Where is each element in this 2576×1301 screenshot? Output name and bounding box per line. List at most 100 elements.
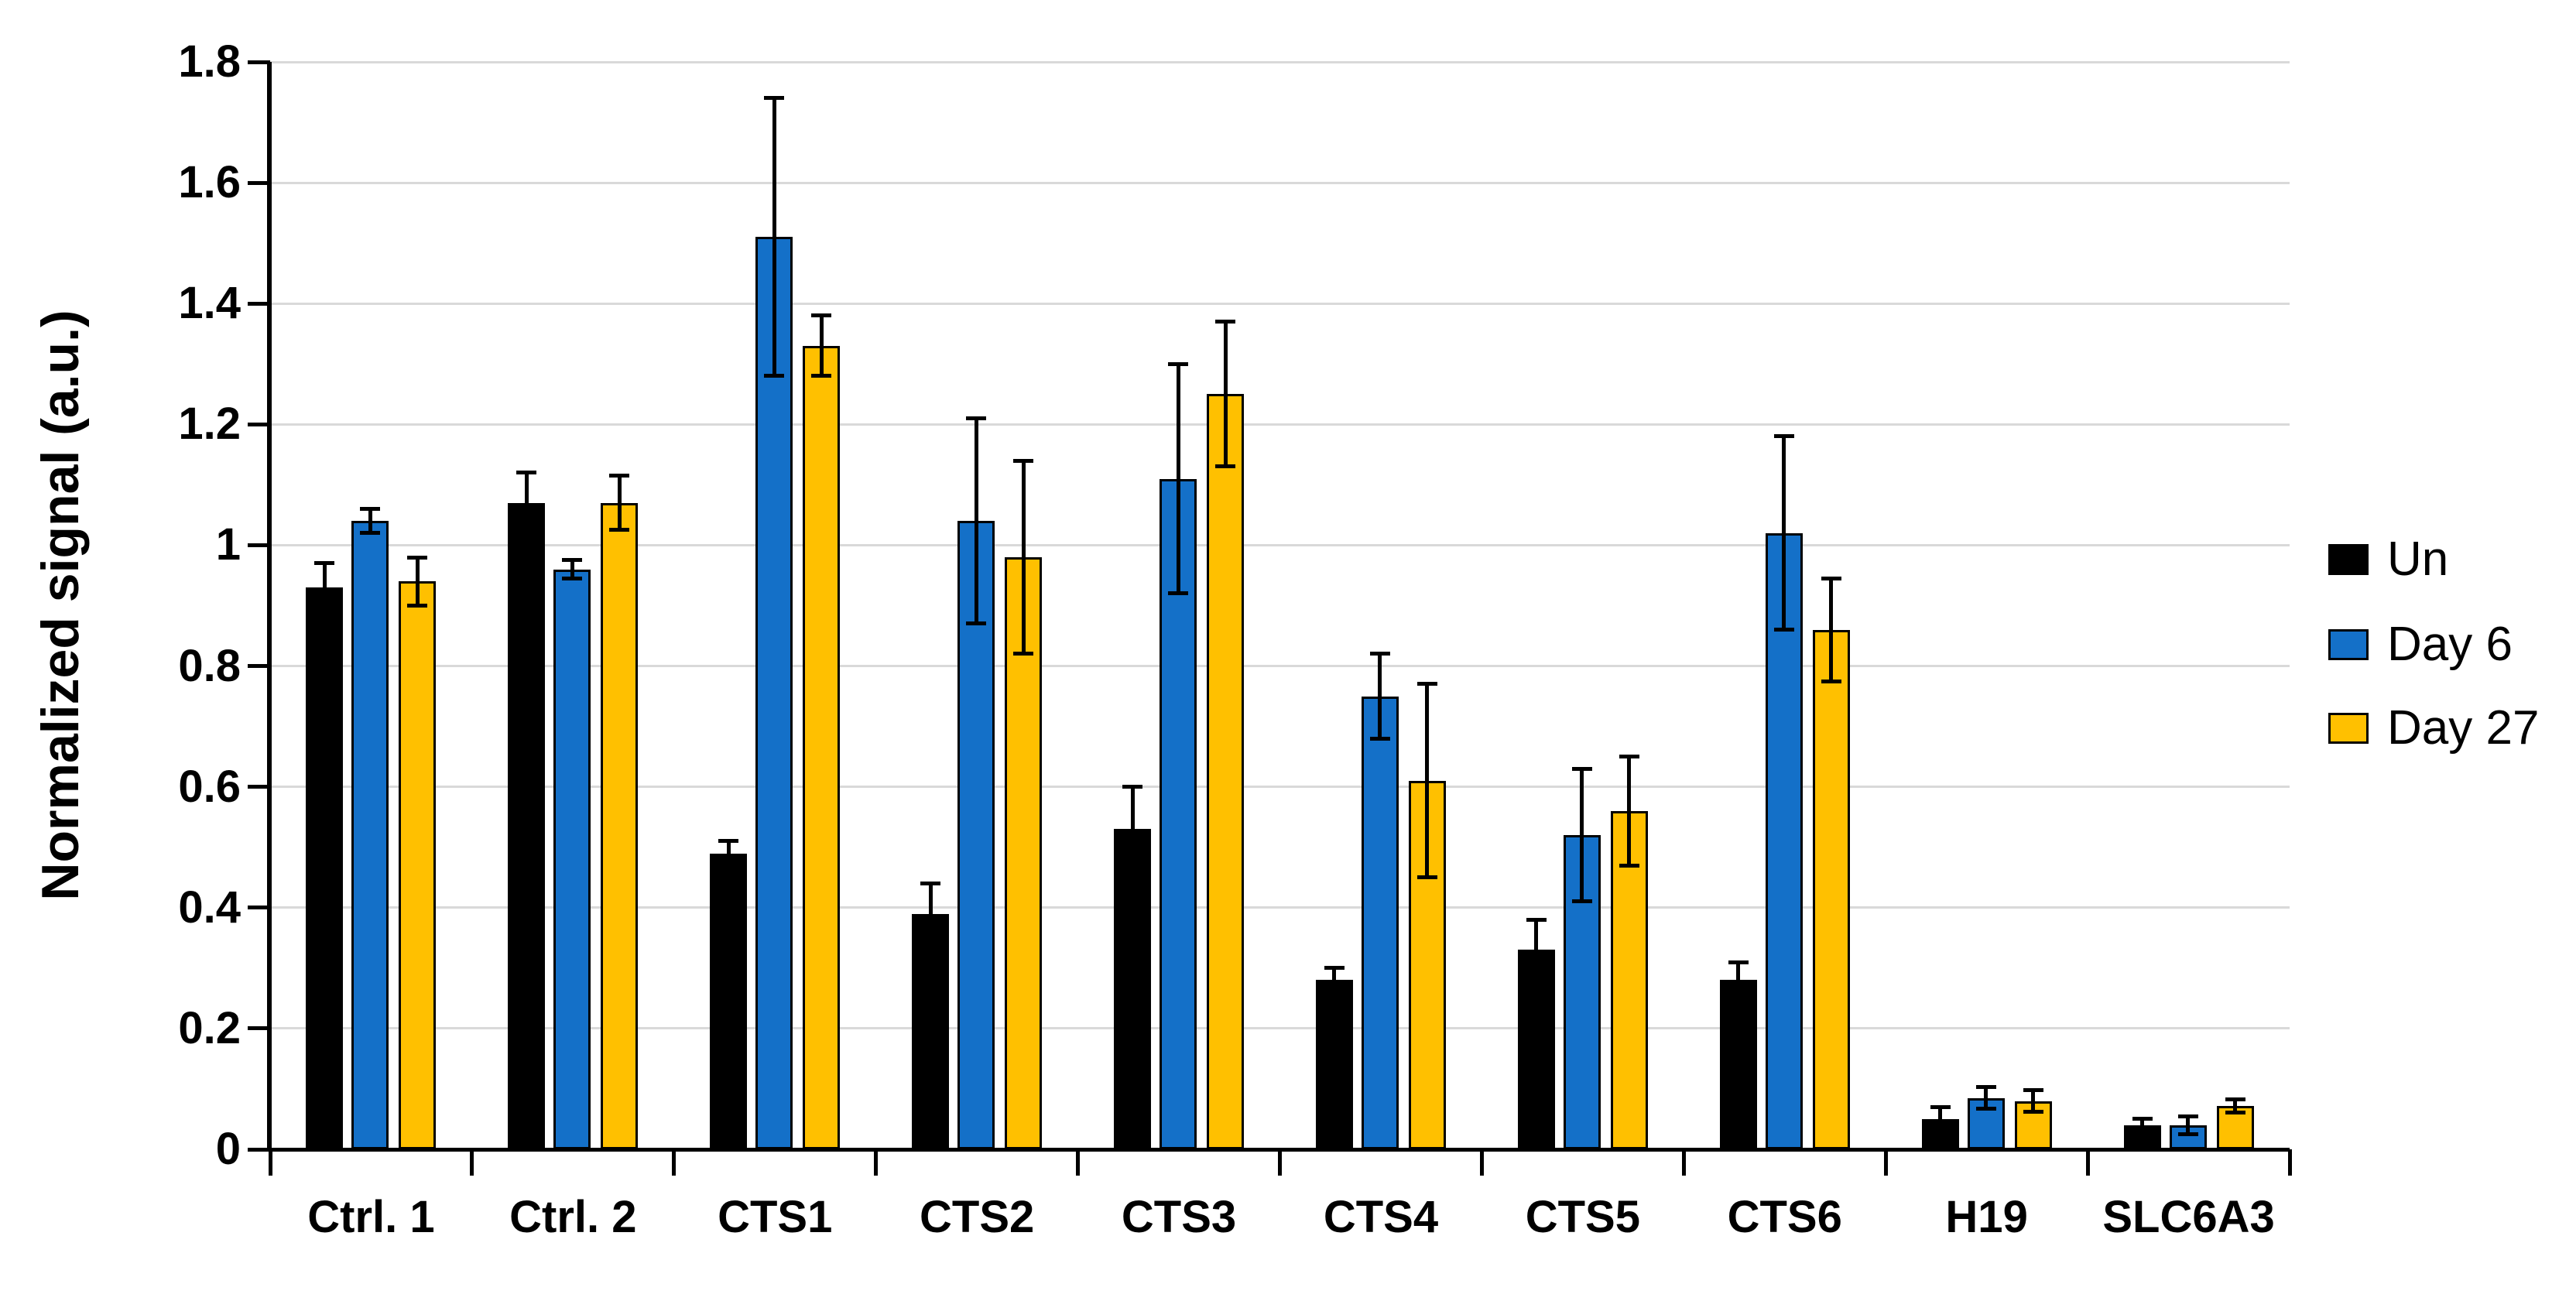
bar-day-27-cts1 [803,345,841,1149]
error-bar-day-6-cts5 [1580,769,1584,902]
error-cap-top-day-27-cts1 [811,313,832,318]
error-cap-top-day-6-cts1 [764,96,785,101]
y-tick-1-6 [248,180,270,185]
error-bar-day-6-ctrl-2 [570,560,574,579]
error-bar-un-cts1 [726,841,731,866]
error-cap-bottom-un-cts2 [920,942,941,947]
error-bar-un-cts2 [928,883,933,944]
y-tick-label-1-2: 1.2 [178,399,241,450]
error-bar-un-h19 [1938,1107,1943,1132]
y-tick-label-0-6: 0.6 [178,761,241,812]
error-cap-top-day-6-cts3 [1168,361,1189,366]
error-cap-bottom-day-6-cts2 [966,621,987,626]
error-bar-day-27-cts1 [819,315,824,376]
bar-un-ctrl-1 [306,587,344,1149]
y-tick-1-2 [248,422,270,426]
bar-un-cts2 [912,913,950,1149]
gridline-y-1-6 [270,181,2290,184]
gridline-y-1-8 [270,60,2290,63]
legend-item-day-6: Day 6 [2328,619,2513,670]
legend-label-un: Un [2387,532,2449,586]
x-category-label-slc6a3: SLC6A3 [2102,1192,2275,1242]
error-bar-day-27-slc6a3 [2233,1099,2238,1113]
error-cap-bottom-day-27-ctrl-2 [609,528,630,532]
y-tick-0 [248,1147,270,1152]
y-tick-label-1-4: 1.4 [178,278,241,329]
error-cap-top-un-cts5 [1526,917,1547,922]
error-cap-top-day-27-cts5 [1619,755,1639,759]
legend-swatch-un [2328,544,2369,575]
x-boundary-tick-8 [1883,1149,1888,1176]
legend-item-day-27: Day 27 [2328,703,2539,754]
y-tick-label-1: 1 [215,519,241,570]
legend-label-day-27: Day 27 [2387,701,2540,755]
x-axis-line [267,1147,2290,1152]
y-tick-1-4 [248,301,270,306]
x-category-label-cts3: CTS3 [1121,1192,1237,1242]
error-cap-top-day-6-slc6a3 [2177,1114,2198,1118]
error-cap-top-un-slc6a3 [2132,1117,2153,1121]
bar-un-cts4 [1315,980,1353,1149]
error-cap-top-day-27-cts4 [1416,682,1437,686]
error-bar-day-27-h19 [2031,1090,2036,1112]
bar-day-6-cts1 [755,237,793,1149]
error-bar-day-6-ctrl-1 [368,508,372,533]
x-boundary-tick-0 [268,1149,272,1176]
error-cap-top-un-ctrl-2 [516,471,537,475]
x-category-label-ctrl-1: Ctrl. 1 [307,1192,435,1242]
bar-un-ctrl-2 [508,502,546,1149]
error-cap-top-day-6-cts2 [966,416,987,421]
x-boundary-tick-1 [470,1149,474,1176]
error-bar-day-6-h19 [1984,1087,1989,1109]
error-cap-bottom-un-cts4 [1324,990,1345,995]
x-boundary-tick-2 [672,1149,677,1176]
gridline-y-0-6 [270,786,2290,789]
legend-item-un: Un [2328,534,2448,585]
error-cap-top-day-6-cts5 [1571,766,1592,771]
error-bar-un-cts6 [1736,962,1741,998]
error-bar-un-cts4 [1332,967,1337,993]
bar-un-cts5 [1517,950,1555,1149]
legend-swatch-day-27 [2328,713,2369,744]
error-bar-day-27-cts5 [1627,756,1632,866]
error-cap-bottom-day-27-slc6a3 [2225,1110,2245,1114]
y-tick-0-4 [248,906,270,910]
error-cap-top-day-6-cts4 [1369,652,1390,656]
error-bar-un-cts3 [1130,786,1135,871]
error-cap-top-un-cts1 [718,839,739,844]
error-cap-bottom-day-6-cts5 [1571,899,1592,904]
legend-swatch-day-6 [2328,629,2369,660]
error-cap-top-day-6-cts6 [1773,434,1794,439]
y-axis-title: Normalized signal (a.u.) [31,310,90,901]
error-cap-bottom-day-27-cts3 [1215,464,1236,469]
error-cap-bottom-day-6-ctrl-1 [360,531,381,536]
gridline-y-0-2 [270,1027,2290,1030]
error-cap-top-day-27-cts3 [1215,320,1236,324]
error-cap-bottom-day-6-cts3 [1168,591,1189,596]
error-cap-top-day-27-cts2 [1013,458,1034,463]
y-tick-1-8 [248,60,270,64]
y-tick-label-1-6: 1.6 [178,157,241,208]
error-cap-bottom-day-27-ctrl-1 [407,604,428,608]
y-tick-label-0-4: 0.4 [178,882,241,933]
error-bar-day-27-cts6 [1829,578,1834,682]
error-cap-bottom-un-slc6a3 [2132,1129,2153,1134]
gridline-y-0-8 [270,665,2290,668]
error-bar-day-6-slc6a3 [2186,1116,2191,1135]
x-boundary-tick-6 [1479,1149,1484,1176]
bar-day-27-ctrl-2 [601,502,639,1149]
bar-day-27-cts2 [1005,557,1043,1149]
gridline-y-1-2 [270,423,2290,426]
x-category-label-cts6: CTS6 [1727,1192,1842,1242]
bar-day-6-ctrl-2 [553,569,591,1149]
error-cap-top-un-cts3 [1122,785,1143,789]
y-tick-1 [248,543,270,547]
x-boundary-tick-4 [1076,1149,1081,1176]
error-cap-bottom-day-6-cts4 [1369,736,1390,741]
bar-un-cts1 [710,853,748,1149]
error-cap-top-un-ctrl-1 [314,561,335,566]
error-cap-top-day-27-ctrl-2 [609,474,630,478]
error-cap-top-day-27-slc6a3 [2225,1097,2245,1101]
error-bar-un-cts5 [1534,919,1539,981]
